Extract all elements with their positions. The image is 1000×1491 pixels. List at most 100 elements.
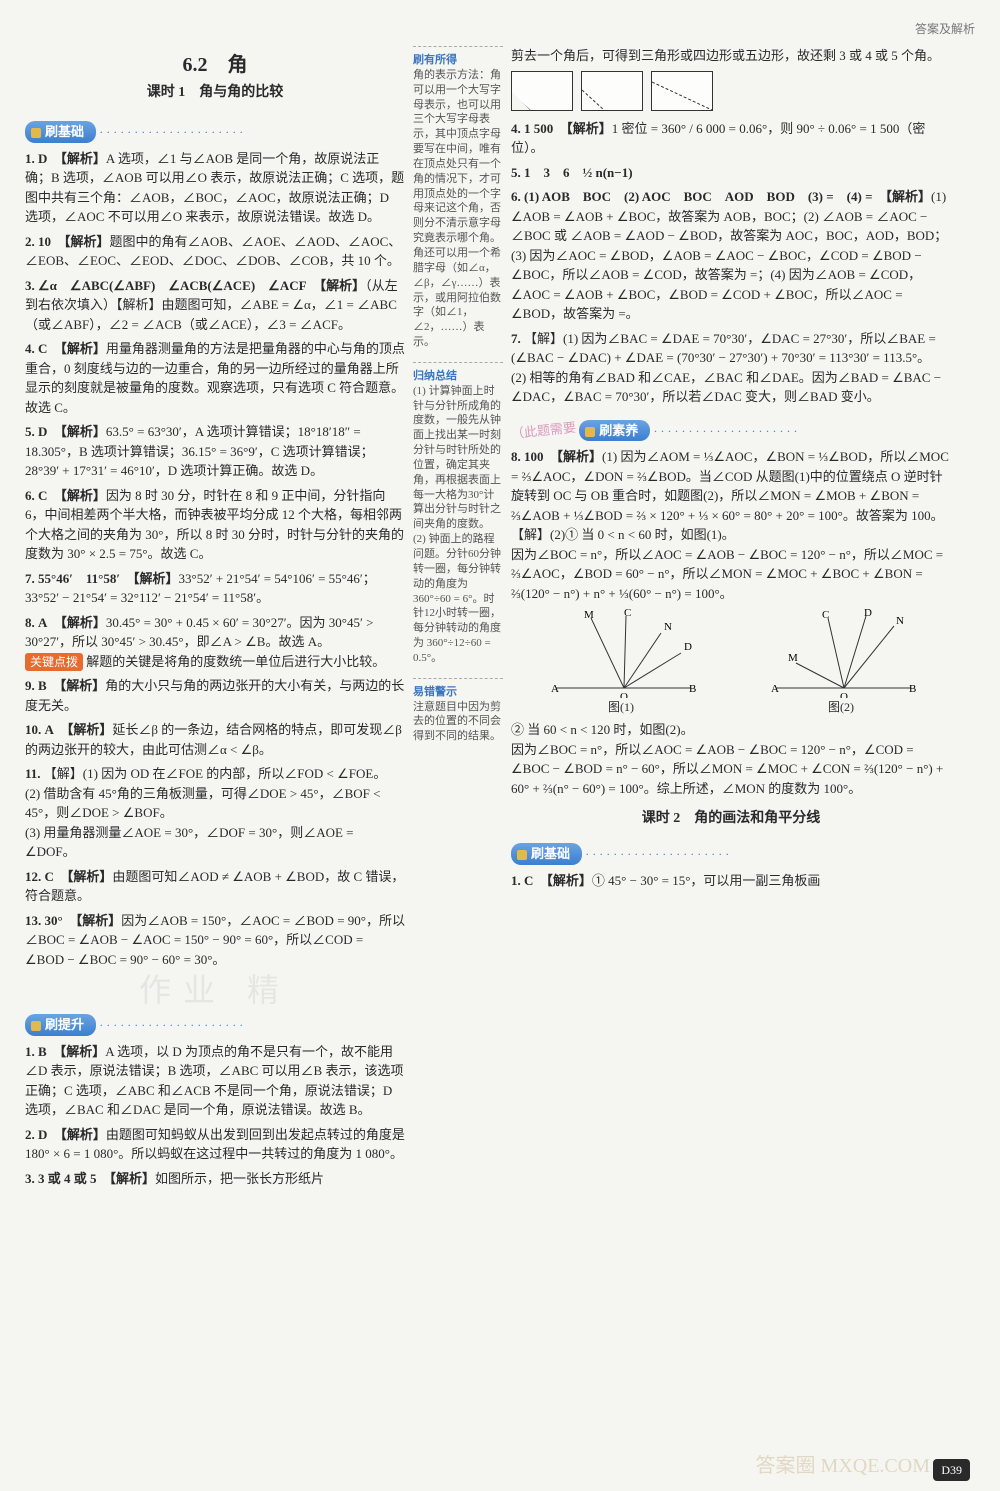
sidebar-title-1: 刷有所得 (413, 54, 457, 66)
item-number: 11. (25, 766, 41, 781)
stamp: （此题需要 (510, 417, 577, 443)
problem-item: 5. D 【解析】63.5° = 63°30′，A 选项计算错误；18°18′1… (25, 422, 405, 481)
item-answer: (1) AOB BOC (2) AOC BOC AOD BOD (3) = (4… (524, 189, 872, 204)
fig-label-1: 图(1) (546, 698, 696, 716)
mid-sidebar: 刷有所得 角的表示方法：角可以用一个大写字母表示，也可以用三个大写字母表示，其中… (413, 46, 503, 1193)
item-number: 5. (25, 424, 35, 439)
problem-item: 8. A 【解析】30.45° = 30° + 0.45 × 60′ = 30°… (25, 613, 405, 672)
svg-text:C: C (624, 608, 631, 619)
item-number: 7. (511, 331, 521, 346)
jiexi-tag: 【解析】 (60, 488, 106, 503)
item-number: 4. (25, 341, 35, 356)
jiexi-tag: 【解析】 (60, 615, 106, 630)
cut-fig-1 (511, 71, 573, 111)
problem-item: 1. D 【解析】A 选项，∠1 与∠AOB 是同一个角，故原说法正确；B 选项… (25, 149, 405, 227)
item-answer: ∠α ∠ABC(∠ABF) ∠ACB(∠ACE) ∠ACF (38, 278, 307, 293)
problem-item: 13. 30° 【解析】因为∠AOB = 150°，∠AOC = ∠BOD = … (25, 911, 405, 970)
pill-dots-2: ····················· (99, 1018, 246, 1032)
jiexi-tag: 【解析】 (320, 278, 366, 293)
item-answer: C (38, 488, 47, 503)
jiexi-tag: 【解析】 (60, 1127, 106, 1142)
item-answer: 1 3 6 ½ n(n−1) (524, 165, 633, 180)
item-text: (1) ∠AOB = ∠AOB + ∠BOC，故答案为 AOB，BOC；(2) … (511, 189, 947, 321)
item-answer: C (45, 869, 54, 884)
problem-item: 3. ∠α ∠ABC(∠ABF) ∠ACB(∠ACE) ∠ACF 【解析】（从左… (25, 276, 405, 335)
item-answer: 10 (38, 234, 51, 249)
jiexi-tag: 【解析】 (60, 678, 106, 693)
problem-item: 2. 10 【解析】题图中的角有∠AOB、∠AOE、∠AOD、∠AOC、∠EOB… (25, 232, 405, 271)
problem-item: 6. (1) AOB BOC (2) AOC BOC AOD BOD (3) =… (511, 187, 951, 324)
svg-text:B: B (909, 683, 916, 695)
item-number: 5. (511, 165, 521, 180)
problem-item: 6. C 【解析】因为 8 时 30 分，时针在 8 和 9 正中间，分针指向 … (25, 486, 405, 564)
item-text: 如图所示，把一张长方形纸片 (155, 1171, 324, 1186)
sidebar-text-3: 注意题目中因为剪去的位置的不同会得到不同的结果。 (413, 700, 503, 745)
problem-item: 11. 【解】(1) 因为 OD 在∠FOE 的内部，所以∠FOD < ∠FOE… (25, 764, 405, 862)
lesson-1-title: 课时 1 角与角的比较 (25, 82, 405, 103)
svg-text:C: C (822, 609, 829, 621)
cut-fig-3 (651, 71, 713, 111)
fig-label-2: 图(2) (766, 698, 916, 716)
svg-text:O: O (840, 691, 848, 698)
sidebar-title-3: 易错警示 (413, 686, 457, 698)
item-answer: A (45, 722, 54, 737)
jiexi-tag: 【解析】 (60, 424, 106, 439)
item-text: 【解】(1) 因为 OD 在∠FOE 的内部，所以∠FOD < ∠FOE。 (2… (25, 766, 386, 859)
problem-item: 4. C 【解析】用量角器测量角的方法是把量角器的中心与角的顶点重合，0 刻度线… (25, 339, 405, 417)
pill-dots: ····················· (99, 125, 246, 139)
svg-text:O: O (620, 691, 628, 698)
problem-item: 7. 【解】(1) 因为∠BAC = ∠DAE = 70°30′，∠DAC = … (511, 329, 951, 407)
item-number: 12. (25, 869, 41, 884)
item-answer: C (38, 341, 47, 356)
svg-text:A: A (771, 683, 779, 695)
sidebar-text-1: 角的表示方法：角可以用一个大写字母表示，也可以用三个大写字母表示，其中顶点字母要… (413, 68, 503, 350)
item-answer: B (38, 678, 47, 693)
svg-text:B: B (689, 683, 696, 695)
left-column: 6.2 角 课时 1 角与角的比较 刷基础 ··················… (25, 46, 405, 1193)
figure-row: A B O M C N D 图(1) A B (511, 608, 951, 716)
svg-text:A: A (551, 683, 559, 695)
svg-text:N: N (896, 615, 904, 627)
item-number: 4. (511, 121, 521, 136)
watermark-mid: 作业 精 (25, 966, 405, 1014)
sidebar-block-3: 易错警示 注意题目中因为剪去的位置的不同会得到不同的结果。 (413, 678, 503, 750)
main-columns: 6.2 角 课时 1 角与角的比较 刷基础 ··················… (25, 46, 975, 1193)
item-answer: 3 或 4 或 5 (38, 1171, 97, 1186)
item-number: 2. (25, 1127, 35, 1142)
jiexi-tag: 【解析】 (60, 341, 106, 356)
item-text: 【解】(1) 因为∠BAC = ∠DAE = 70°30′，∠DAC = 27°… (511, 331, 941, 405)
item-number: 1. (25, 151, 35, 166)
jiexi-tag: 【解析】 (546, 873, 592, 888)
jiexi-tag: 【解析】 (67, 722, 113, 737)
item-number: 7. (25, 571, 35, 586)
cut-diagrams (511, 71, 951, 111)
item-answer: D (38, 1127, 47, 1142)
cut-fig-2 (581, 71, 643, 111)
jiexi-tag: 【解析】 (67, 869, 113, 884)
item-number: 1. (25, 1044, 35, 1059)
watermark-bottom: 答案圈 MXQE.COM (756, 1451, 930, 1481)
item-number: 8. (25, 615, 35, 630)
jiexi-tag: 【解析】 (60, 151, 106, 166)
pill-suyang: 刷素养 (579, 420, 650, 442)
problem-item: 3. 3 或 4 或 5 【解析】如图所示，把一张长方形纸片 (25, 1169, 405, 1189)
sidebar-title-2: 归纳总结 (413, 370, 457, 382)
item-answer: C (524, 873, 533, 888)
item-number: 9. (25, 678, 35, 693)
problem-item: 9. B 【解析】角的大小只与角的两边张开的大小有关，与两边的长度无关。 (25, 676, 405, 715)
jiexi-tag: 【解析】 (64, 234, 110, 249)
lesson-2-title: 课时 2 角的画法和角平分线 (511, 808, 951, 829)
jiexi-tag: 【解析】 (886, 189, 932, 204)
sidebar-block-1: 刷有所得 角的表示方法：角可以用一个大写字母表示，也可以用三个大写字母表示，其中… (413, 46, 503, 356)
item-number: 13. (25, 913, 41, 928)
svg-text:D: D (684, 641, 692, 653)
jiexi-tag: 【解析】 (60, 1044, 106, 1059)
item-answer: A (38, 615, 47, 630)
item-number: 3. (25, 1171, 35, 1186)
item-number: 1. (511, 873, 521, 888)
problem-item: 4. 1 500 【解析】1 密位 = 360° / 6 000 = 0.06°… (511, 119, 951, 158)
svg-text:M: M (788, 652, 798, 664)
jiexi-tag: 【解析】 (110, 1171, 156, 1186)
item-number: 6. (511, 189, 521, 204)
sidebar-block-2: 归纳总结 (1) 计算钟面上时针与分针所成角的度数，一般先从钟面上找出某一时刻分… (413, 362, 503, 672)
